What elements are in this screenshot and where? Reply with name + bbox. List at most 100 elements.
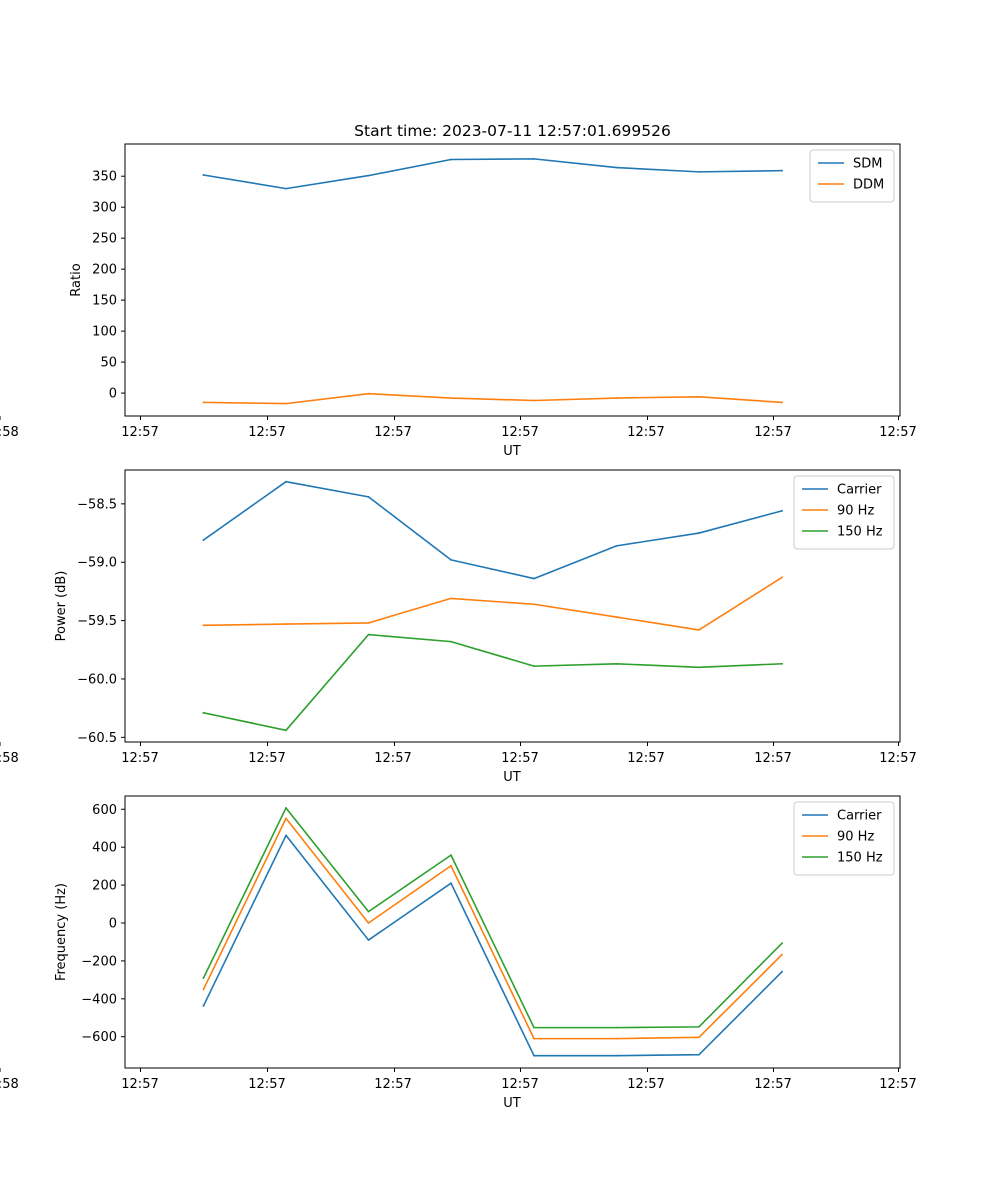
x-tick-label: 12:57 [879, 425, 916, 440]
data-point [698, 629, 700, 631]
data-point [781, 169, 783, 172]
x-tick-label: 12:57 [754, 1077, 791, 1092]
data-point [450, 854, 452, 857]
data-point [202, 1004, 205, 1007]
legend-label: Carrier [837, 483, 882, 498]
data-point [367, 495, 370, 498]
x-tick-label: 12:57 [879, 1077, 916, 1092]
data-point [367, 633, 370, 636]
figure-title: Start time: 2023-07-11 12:57:01.699526 [354, 122, 671, 140]
x-tick-label: 12:57 [627, 1077, 664, 1092]
x-axis-label: UT [503, 444, 521, 459]
data-point [781, 401, 783, 404]
x-tick-label: 12:58 [0, 751, 19, 766]
series-line-sdm [202, 158, 783, 190]
x-tick-label: 12:58 [0, 1077, 19, 1092]
x-tick-label: 12:57 [627, 751, 664, 766]
data-point [533, 1054, 535, 1057]
y-tick-label: 250 [92, 232, 117, 247]
frequency-panel: −600 −400 −200 0 200 400 600 12:57 12:57 12:57 12:… [0, 795, 917, 1111]
data-point [367, 392, 370, 395]
data-point [202, 624, 205, 627]
data-point [202, 711, 205, 714]
y-tick-label: 100 [92, 325, 117, 340]
data-point [615, 544, 618, 547]
data-point [202, 988, 205, 991]
data-point [615, 1037, 618, 1040]
data-point [781, 953, 783, 956]
legend-label: 150 Hz [837, 851, 883, 866]
y-tick-label: −58.5 [77, 497, 117, 512]
data-point [202, 539, 205, 541]
data-point [450, 158, 452, 161]
data-point [285, 817, 287, 820]
legend-label: DDM [853, 178, 884, 193]
series-line-150-hz [202, 633, 783, 732]
legend-label: SDM [853, 157, 882, 172]
data-point [698, 1036, 700, 1039]
data-point [533, 1037, 535, 1040]
x-tick-label: 12:57 [374, 425, 411, 440]
legend-label: 90 Hz [837, 830, 874, 845]
x-tick-label: 12:57 [121, 425, 158, 440]
x-tick-label: 12:57 [754, 751, 791, 766]
x-tick-label: 12:57 [374, 1077, 411, 1092]
x-axis-label: UT [503, 1096, 521, 1111]
data-point [615, 166, 618, 169]
data-point [367, 622, 370, 624]
data-point [285, 187, 287, 190]
legend-label: Carrier [837, 809, 882, 824]
y-tick-label: −600 [81, 1030, 117, 1045]
y-tick-label: −59.5 [77, 614, 117, 629]
y-tick-label: −200 [81, 954, 117, 969]
data-point [285, 480, 287, 483]
data-point [202, 174, 205, 176]
data-point [285, 834, 287, 837]
x-tick-label: 12:57 [248, 425, 285, 440]
data-point [615, 1054, 618, 1057]
y-tick-label: 200 [92, 263, 117, 278]
y-tick-label: 600 [92, 803, 117, 818]
data-point [781, 509, 783, 512]
y-tick-label: 200 [92, 879, 117, 894]
data-point [615, 616, 618, 618]
x-tick-label: 12:57 [121, 751, 158, 766]
y-tick-label: −60.5 [77, 731, 117, 746]
x-axis-label: UT [503, 770, 521, 785]
y-axis-label: Frequency (Hz) [54, 883, 69, 981]
data-point [285, 807, 287, 809]
x-tick-label: 12:57 [501, 751, 538, 766]
data-point [698, 1025, 700, 1028]
series-line-carrier [202, 480, 783, 580]
axes-frame [124, 795, 901, 1069]
data-point [698, 170, 700, 173]
x-tick-label: 12:57 [754, 425, 791, 440]
legend: SDM DDM [809, 149, 895, 203]
y-tick-label: 0 [109, 916, 117, 931]
data-point [698, 395, 700, 398]
y-tick-label: −400 [81, 992, 117, 1007]
x-tick-label: 12:57 [501, 1077, 538, 1092]
data-point [533, 665, 535, 668]
data-point [367, 910, 370, 913]
x-tick-label: 12:57 [248, 751, 285, 766]
y-tick-label: 350 [92, 170, 117, 185]
series-line-90-hz [202, 576, 784, 631]
y-tick-label: 0 [109, 387, 117, 402]
data-point [533, 577, 535, 580]
y-tick-label: 50 [100, 356, 117, 371]
data-point [450, 397, 452, 399]
x-tick-label: 12:57 [248, 1077, 285, 1092]
data-point [450, 864, 452, 867]
legend-label: 90 Hz [837, 504, 874, 519]
data-point [533, 1026, 535, 1029]
y-tick-label: 400 [92, 841, 117, 856]
x-tick-label: 12:57 [879, 751, 916, 766]
data-point [781, 970, 783, 973]
data-point [615, 1026, 618, 1029]
y-tick-label: 300 [92, 201, 117, 216]
data-point [450, 640, 452, 643]
data-point [781, 662, 783, 665]
data-point [615, 662, 618, 665]
